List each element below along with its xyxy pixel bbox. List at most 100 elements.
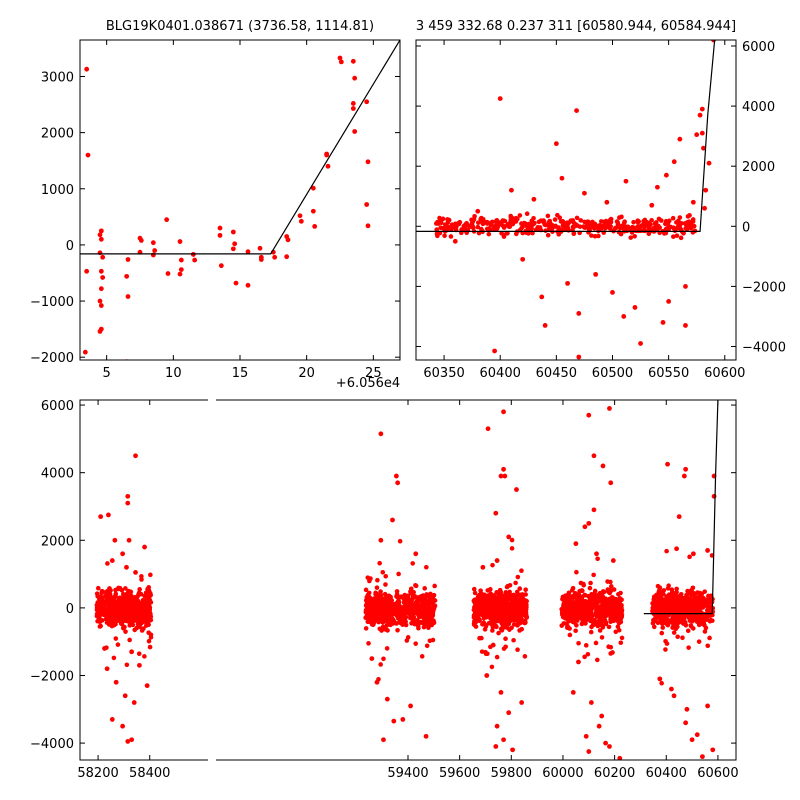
p3-season-point [389, 618, 394, 623]
p3-data-point [112, 537, 118, 543]
p3-season-point [611, 618, 616, 623]
p3-scatter-point [619, 635, 625, 641]
p3-scatter-point [573, 628, 578, 634]
p1-data-point [100, 275, 106, 280]
p3-season-point [520, 592, 525, 597]
p2-dense-point [547, 226, 552, 231]
p2-dense-point [552, 217, 558, 222]
p1-data-point [245, 282, 251, 288]
p3-scatter-point [404, 638, 410, 643]
p2-dense-point [592, 233, 598, 239]
p2-dense-point [594, 223, 599, 229]
p3-season-point [398, 594, 404, 600]
p3-season-point [484, 611, 490, 616]
p1-data-point [297, 213, 303, 219]
p3-season-point [696, 617, 701, 623]
p3-scatter-point [139, 577, 144, 582]
p1-data-point [165, 271, 171, 276]
p2-dense-point [642, 225, 647, 230]
p3-scatter-point [145, 586, 150, 592]
p3-scatter-point [568, 609, 573, 614]
p3-season-point [503, 597, 509, 603]
p3-season-point [104, 594, 109, 600]
p3-data-point [705, 548, 710, 553]
p3-scatter-point [680, 635, 685, 641]
p3-data-point [109, 717, 115, 722]
p3-data-point [607, 744, 612, 749]
p3-scatter-point [410, 561, 416, 566]
p3-scatter-point [591, 605, 597, 610]
p3-scatter-point [489, 664, 495, 670]
p1-model-line [80, 40, 400, 255]
p2-dense-point [602, 225, 608, 231]
p2-data-point [699, 130, 705, 136]
panel-top-left-frame [79, 39, 401, 361]
p3-scatter-point [515, 610, 521, 615]
p3-season-point [674, 589, 679, 595]
p3-data-point [109, 558, 115, 563]
p3-season-point [488, 591, 494, 597]
p3-season-point [502, 605, 507, 611]
p3-scatter-point [685, 608, 691, 613]
p3-data-point [126, 537, 132, 543]
p3-data-point [690, 551, 696, 557]
p3-scatter-point [600, 625, 606, 630]
p2-dense-point [586, 219, 591, 225]
p3-season-point [424, 601, 430, 606]
p1-data-point [125, 294, 131, 299]
p3-scatter-point [488, 620, 494, 626]
p3-scatter-point [502, 618, 507, 623]
p3-xtick-label: 58400 [129, 766, 170, 781]
p3-data-point [603, 740, 608, 746]
p3-season-point [101, 611, 107, 617]
p3-scatter-point [516, 615, 522, 621]
p3-season-point [650, 601, 656, 607]
p3-scatter-point [504, 584, 510, 590]
p3-scatter-point [597, 628, 603, 633]
p3-data-point [122, 693, 128, 699]
p3-season-point [414, 604, 420, 609]
p3-scatter-point [139, 628, 145, 633]
p3-season-point [379, 597, 385, 602]
p3-scatter-point [375, 577, 380, 583]
p1-data-point [98, 228, 104, 234]
p3-scatter-point [111, 655, 117, 661]
p2-dense-point [558, 219, 564, 224]
p2-dense-point [470, 223, 475, 229]
panel-top-left: BLG19K0401.038671 (3736.58, 1114.81) +6.… [30, 19, 401, 391]
p2-dense-point [446, 217, 452, 223]
p3-season-point [619, 597, 624, 602]
p3-season-point [117, 595, 123, 601]
panel-top-left-x-offset: +6.056e4 [336, 376, 400, 391]
p1-data-point [178, 267, 184, 273]
p3-scatter-point [503, 644, 508, 650]
p2-dense-point [586, 230, 591, 235]
p3-season-point [677, 599, 682, 605]
p3-scatter-point [395, 627, 400, 633]
p3-scatter-point [148, 632, 154, 638]
p3-data-point [120, 551, 126, 557]
p1-data-point [338, 59, 344, 65]
p3-ytick-label: 2000 [41, 534, 74, 549]
p3-scatter-point [598, 617, 603, 623]
p3-season-point [103, 589, 109, 595]
p3-ytick-label: −4000 [30, 737, 74, 752]
p2-data-point [559, 175, 565, 181]
p3-season-point [522, 598, 528, 603]
p1-data-point [125, 257, 131, 262]
p2-dense-point [574, 223, 580, 228]
p3-xtick-label: 60000 [542, 766, 583, 781]
p1-data-point [152, 248, 158, 253]
p3-season-point [496, 617, 501, 623]
p1-xtick-label: 20 [298, 366, 315, 381]
p3-data-point [493, 744, 499, 749]
p2-dense-point [681, 230, 686, 236]
p3-scatter-point [496, 630, 501, 636]
p2-dense-point [501, 224, 507, 229]
p1-ytick-label: 0 [66, 239, 74, 254]
p3-data-point [689, 737, 695, 743]
p3-season-point [497, 587, 503, 593]
p3-season-point [418, 620, 424, 625]
p3-data-point [378, 537, 384, 543]
p3-scatter-point [132, 627, 138, 633]
